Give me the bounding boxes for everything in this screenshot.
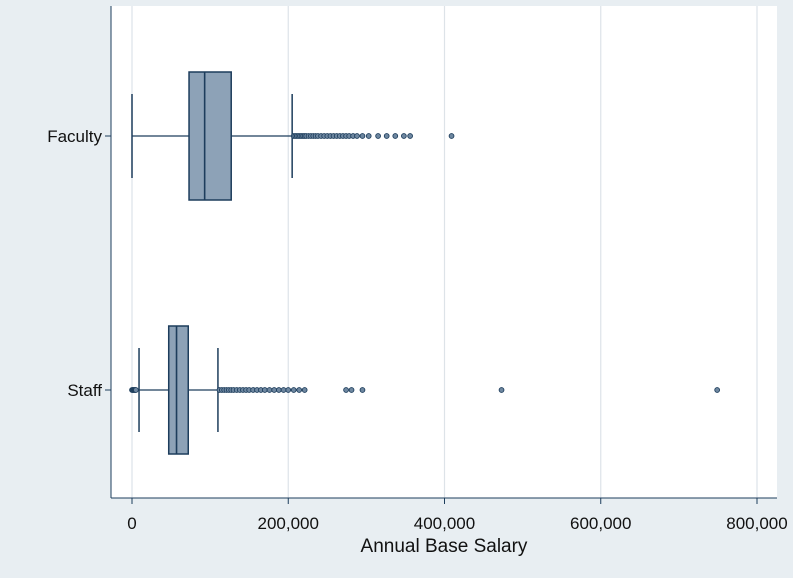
outlier-point — [498, 387, 505, 393]
outlier-point — [285, 387, 292, 393]
outlier-point — [359, 133, 366, 139]
outlier-point — [133, 387, 139, 393]
outlier-point — [290, 387, 297, 393]
outlier-point — [261, 387, 268, 393]
x-tick-label: 0 — [127, 514, 136, 533]
boxes — [129, 71, 721, 455]
outlier-point — [354, 133, 360, 139]
outlier-point — [343, 387, 349, 393]
x-tick-label: 600,000 — [570, 514, 631, 533]
y-tick-label: Staff — [67, 381, 102, 400]
iqr-box — [188, 71, 232, 201]
box-staff — [129, 325, 721, 455]
x-tick-label: 200,000 — [258, 514, 319, 533]
outlier-point — [276, 387, 282, 393]
outlier-point — [271, 387, 278, 393]
outlier-point — [365, 133, 372, 139]
outlier-point — [348, 387, 355, 393]
outlier-point — [401, 133, 407, 139]
iqr-box — [167, 325, 189, 455]
outlier-point — [359, 387, 366, 393]
outlier-point — [266, 387, 273, 393]
y-tick-label: Faculty — [47, 127, 102, 146]
outlier-point — [392, 133, 399, 139]
x-axis-title: Annual Base Salary — [361, 536, 528, 557]
gridlines — [131, 6, 758, 498]
outlier-point — [407, 133, 413, 139]
outlier-point — [714, 387, 721, 393]
outlier-point — [296, 387, 303, 393]
x-tick-label: 400,000 — [414, 514, 475, 533]
tick-labels: 0 200,000 400,000 600,000 800,000 Faculty Staf… — [47, 127, 788, 533]
outlier-point — [280, 387, 287, 393]
outlier-point — [448, 133, 455, 139]
x-tick-label: 800,000 — [726, 514, 787, 533]
outlier-point — [301, 387, 308, 393]
box-faculty — [131, 71, 455, 201]
outlier-point — [383, 133, 390, 139]
outlier-point — [375, 133, 381, 139]
